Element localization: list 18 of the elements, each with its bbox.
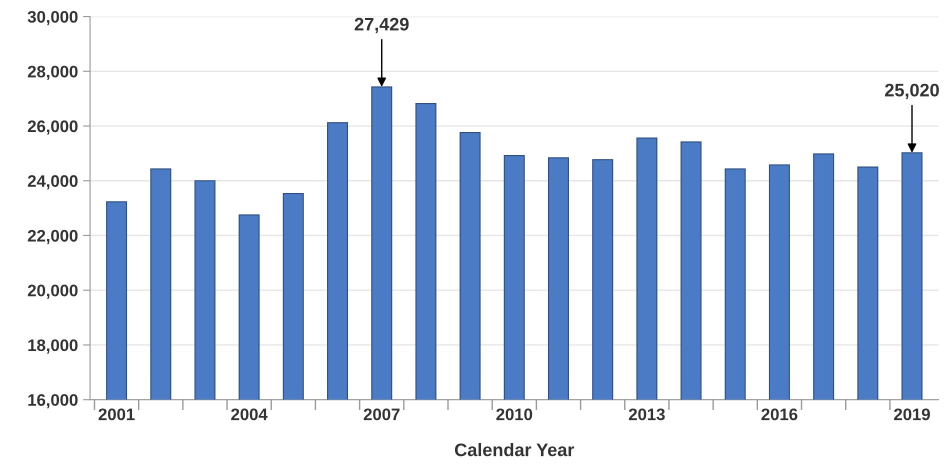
annotation: 27,429 [354,18,409,34]
y-tick-label: 26,000 [28,120,78,135]
x-tick-label: 2001 [98,408,135,420]
x-tick-label: 2013 [628,408,665,420]
annotation: 25,020 [885,84,939,100]
y-tick-label: 20,000 [28,284,78,299]
x-tick-label: 2004 [231,408,268,420]
x-axis-title: Calendar Year [454,443,574,456]
y-tick-label: 16,000 [28,394,78,408]
y-tick-label: 22,000 [28,230,78,244]
x-tick-label: 2010 [496,408,532,420]
x-tick-label: 2019 [894,408,930,420]
y-tick-label: 30,000 [28,10,78,26]
x-tick-label: 2016 [761,408,798,420]
y-tick-label: 24,000 [28,175,78,190]
x-tick-label: 2007 [364,408,400,420]
y-tick-label: 28,000 [28,66,78,80]
y-tick-label: 18,000 [28,339,78,354]
